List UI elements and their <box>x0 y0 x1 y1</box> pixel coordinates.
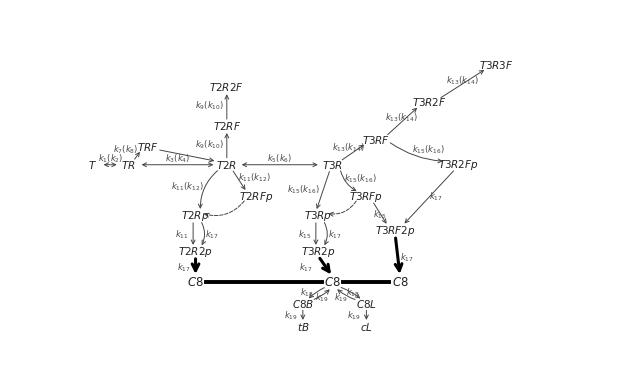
Text: $T3Rp$: $T3Rp$ <box>304 209 332 223</box>
Text: $T3RF2p$: $T3RF2p$ <box>375 224 415 238</box>
Text: $C8$: $C8$ <box>187 276 204 289</box>
Text: $k_{11}(k_{12})$: $k_{11}(k_{12})$ <box>171 181 204 193</box>
Text: $T3R$: $T3R$ <box>322 159 343 171</box>
Text: $tB$: $tB$ <box>297 321 309 333</box>
Text: $C8$: $C8$ <box>392 276 409 289</box>
Text: $k_{15}$: $k_{15}$ <box>298 228 312 241</box>
Text: $C8$: $C8$ <box>324 276 341 289</box>
Text: $T2R$: $T2R$ <box>216 159 237 171</box>
Text: $k_{19}$: $k_{19}$ <box>347 309 361 322</box>
Text: $T3RF$: $T3RF$ <box>362 134 390 146</box>
Text: $T$: $T$ <box>88 159 97 171</box>
Text: $k_{13}(k_{14})$: $k_{13}(k_{14})$ <box>384 112 417 125</box>
Text: $k_9(k_{10})$: $k_9(k_{10})$ <box>196 138 225 151</box>
Text: $TRF$: $TRF$ <box>137 141 158 153</box>
Text: $T3R3F$: $T3R3F$ <box>479 59 514 71</box>
Text: $T3R2F$: $T3R2F$ <box>412 96 446 109</box>
Text: $T3R2p$: $T3R2p$ <box>301 245 335 259</box>
Text: $k_{17}$: $k_{17}$ <box>429 190 443 203</box>
Text: $k_{19}$: $k_{19}$ <box>335 292 348 304</box>
Text: $T2RFp$: $T2RFp$ <box>238 190 273 203</box>
Text: $k_{15}(k_{16})$: $k_{15}(k_{16})$ <box>412 143 445 156</box>
Text: $T2RF$: $T2RF$ <box>213 120 241 132</box>
Text: $T2R2p$: $T2R2p$ <box>178 245 213 259</box>
Text: $k_{18}$: $k_{18}$ <box>347 287 360 299</box>
Text: $T2R2F$: $T2R2F$ <box>209 81 244 93</box>
Text: $k_{15}(k_{16})$: $k_{15}(k_{16})$ <box>344 173 377 186</box>
Text: $k_{13}(k_{14})$: $k_{13}(k_{14})$ <box>446 74 479 86</box>
Text: $T3RFp$: $T3RFp$ <box>350 190 383 203</box>
Text: $k_{13}(k_{14})$: $k_{13}(k_{14})$ <box>332 142 365 154</box>
Text: $T3R2Fp$: $T3R2Fp$ <box>438 158 478 172</box>
Text: $k_7(k_8)$: $k_7(k_8)$ <box>113 143 138 156</box>
Text: $T2Rp$: $T2Rp$ <box>181 209 210 223</box>
Text: $k_{15}$: $k_{15}$ <box>373 208 387 221</box>
Text: $k_{17}$: $k_{17}$ <box>299 261 313 274</box>
Text: $k_{17}$: $k_{17}$ <box>328 228 342 241</box>
Text: $k_{15}(k_{16})$: $k_{15}(k_{16})$ <box>288 183 320 196</box>
Text: $k_{17}$: $k_{17}$ <box>401 251 414 264</box>
Text: $k_{17}$: $k_{17}$ <box>206 228 219 241</box>
Text: $TR$: $TR$ <box>121 159 135 171</box>
Text: $k_{11}$: $k_{11}$ <box>175 228 189 241</box>
Text: $k_{11}(k_{12})$: $k_{11}(k_{12})$ <box>238 171 271 184</box>
Text: $C8L$: $C8L$ <box>356 298 377 310</box>
Text: $k_{19}$: $k_{19}$ <box>315 292 329 304</box>
Text: $k_9(k_{10})$: $k_9(k_{10})$ <box>196 100 225 112</box>
Text: $k_3(k_4)$: $k_3(k_4)$ <box>165 153 191 165</box>
Text: $k_1(k_2)$: $k_1(k_2)$ <box>97 152 123 165</box>
Text: $C8B$: $C8B$ <box>292 298 314 310</box>
Text: $cL$: $cL$ <box>360 321 373 333</box>
Text: $k_5(k_6)$: $k_5(k_6)$ <box>267 153 292 165</box>
Text: $k_{19}$: $k_{19}$ <box>284 309 298 322</box>
Text: $k_{17}$: $k_{17}$ <box>176 261 191 274</box>
Text: $k_{18}$: $k_{18}$ <box>300 287 314 299</box>
